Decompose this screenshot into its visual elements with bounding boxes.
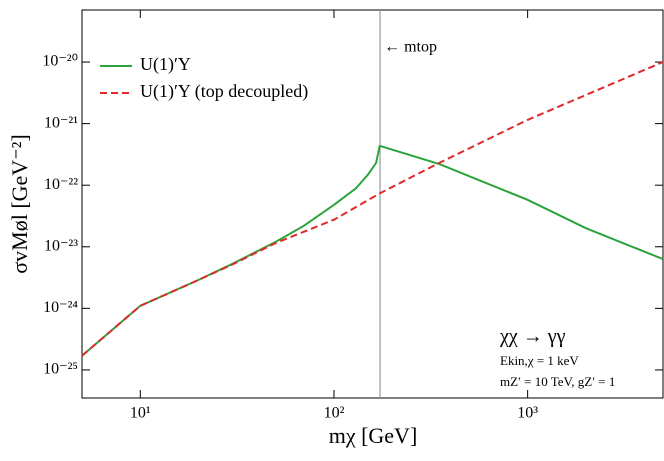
y-tick-label: 10⁻²⁰ (42, 53, 78, 70)
y-axis-label: σvMøl [GeV⁻²] (7, 134, 32, 273)
y-tick-label: 10⁻²³ (44, 237, 78, 254)
series-line (81, 145, 664, 357)
x-tick-label: 10² (324, 405, 345, 422)
y-tick-label: 10⁻²⁵ (43, 361, 78, 378)
y-tick-label: 10⁻²¹ (44, 114, 78, 131)
vline-label: ← mtop (384, 39, 437, 56)
legend-label: U(1)′Y (140, 54, 191, 75)
x-tick-label: 10¹ (130, 405, 151, 422)
annotation: mZ′ = 10 TeV, gZ′ = 1 (500, 374, 615, 389)
x-tick-label: 10³ (517, 405, 538, 422)
legend-label: U(1)′Y (top decoupled) (140, 81, 308, 102)
plot-frame (81, 9, 664, 399)
series-line (81, 61, 664, 357)
annotation: χχ → γγ (499, 326, 566, 348)
x-axis-label: mχ [GeV] (329, 423, 418, 448)
y-tick-label: 10⁻²⁴ (43, 299, 78, 316)
y-tick-label: 10⁻²² (44, 176, 78, 193)
annotation: Ekin,χ = 1 keV (500, 353, 579, 368)
